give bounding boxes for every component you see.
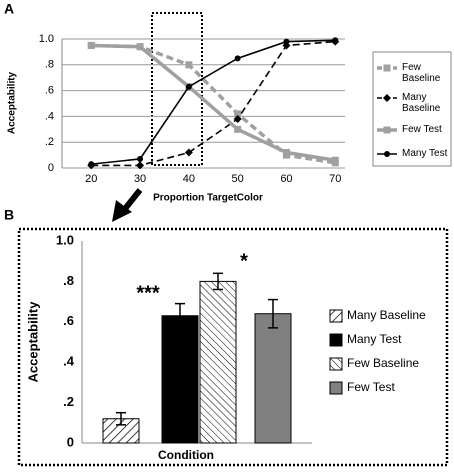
point (185, 83, 192, 90)
point (234, 55, 241, 62)
legend-label: Few Test (347, 380, 395, 394)
point (234, 110, 242, 118)
x-axis-label: Condition (158, 448, 214, 462)
legend-swatch (329, 381, 343, 395)
y-tick-label: .6 (63, 313, 74, 328)
point (283, 38, 290, 45)
legend-label: Many Test (347, 332, 402, 346)
arrow-head (112, 200, 132, 222)
highlight-box (151, 12, 203, 166)
y-tick-label: 0 (67, 434, 74, 449)
point (88, 161, 95, 168)
point (137, 155, 144, 162)
y-tick-label: 0 (48, 162, 54, 174)
y-tick-label: .8 (45, 59, 54, 71)
series-line (91, 43, 336, 165)
legend-marker (384, 151, 390, 157)
point (184, 148, 193, 157)
legend-label: Few Test (402, 124, 442, 135)
point (136, 43, 144, 51)
legend-label: Many Baseline (347, 308, 426, 322)
y-tick-label: .2 (63, 394, 74, 409)
series-line (91, 43, 336, 162)
legend-label: Many Test (402, 148, 448, 159)
point (136, 161, 145, 170)
legend-marker (383, 64, 391, 72)
x-tick-label: 50 (232, 173, 244, 185)
legend-marker (383, 126, 391, 134)
panel-label: A (4, 1, 14, 17)
legend-marker (383, 94, 391, 102)
y-tick-label: 1.0 (56, 232, 74, 247)
legend-swatch (329, 309, 343, 323)
legend-label: Many Baseline (402, 92, 441, 114)
y-tick-label: .4 (45, 110, 54, 122)
y-tick-label: .8 (63, 273, 74, 288)
y-axis-label: Acceptability (25, 301, 40, 383)
legend-label: Few Baseline (402, 62, 441, 84)
y-tick-label: .2 (45, 136, 54, 148)
point (331, 156, 339, 164)
point (185, 61, 193, 69)
point (234, 125, 242, 133)
panel-label: B (4, 207, 14, 223)
y-tick-label: .4 (63, 354, 75, 369)
y-tick-label: 1.0 (39, 33, 54, 45)
arrow (121, 188, 143, 212)
x-tick-label: 60 (280, 173, 292, 185)
panel-frame (17, 227, 449, 467)
series-line (91, 39, 336, 165)
legend-label: Few Baseline (347, 356, 420, 370)
point (87, 41, 95, 49)
x-tick-label: 30 (134, 173, 146, 185)
y-axis-label: Acceptability (7, 71, 18, 134)
x-axis-label: Proportion TargetColor (153, 193, 263, 204)
annotation: * (240, 250, 248, 272)
annotation: *** (136, 282, 160, 304)
bar (199, 280, 237, 444)
point (233, 114, 242, 123)
x-tick-label: 70 (329, 173, 341, 185)
bar (161, 315, 199, 444)
y-tick-label: .6 (45, 85, 54, 97)
series-line (91, 40, 336, 167)
legend-swatch (329, 333, 343, 347)
point (282, 149, 290, 157)
bar (254, 313, 292, 444)
x-tick-label: 40 (183, 173, 195, 185)
legend-swatch (329, 357, 343, 371)
point (332, 37, 339, 44)
legend-frame (372, 51, 452, 167)
x-tick-label: 20 (85, 173, 97, 185)
